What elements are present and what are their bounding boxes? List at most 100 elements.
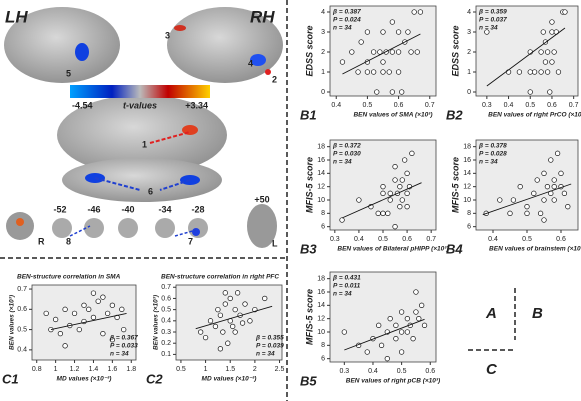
data-point [395, 49, 402, 55]
data-point [417, 9, 424, 15]
data-point [507, 210, 513, 216]
colorbar-label: t-values [123, 100, 157, 110]
data-point [549, 59, 555, 65]
y-tick-label: 2 [467, 49, 471, 56]
panel-label: B5 [300, 373, 317, 388]
data-point [540, 29, 546, 35]
y-tick-label: 18 [317, 144, 325, 151]
x-axis-label: MD values (×10⁻³) [57, 376, 112, 383]
region-number: 2 [272, 74, 277, 84]
data-point [551, 197, 557, 203]
y-tick-label: 12 [317, 184, 325, 191]
y-tick-label: 0.2 [161, 340, 171, 347]
data-point [222, 290, 228, 296]
y-tick-label: 14 [317, 170, 325, 177]
key-label: B [532, 305, 543, 322]
data-point [395, 69, 402, 75]
data-point [392, 177, 398, 183]
x-tick-label: 0.4 [504, 102, 514, 109]
data-point [421, 322, 428, 328]
data-point [376, 322, 382, 328]
data-point [404, 316, 411, 322]
stat-annotation: n = 34 [256, 351, 275, 358]
data-point [389, 19, 396, 25]
data-point [399, 89, 405, 95]
data-point [544, 49, 551, 55]
x-tick-label: 2.5 [275, 366, 285, 373]
slice-label: -52 [53, 204, 66, 214]
data-point [341, 329, 347, 335]
data-point [416, 316, 422, 322]
data-point [551, 177, 557, 183]
x-axis-label: BEN values of brainstem (×10³) [489, 246, 581, 253]
data-point [215, 306, 221, 313]
stat-annotation: P = 0.011 [333, 283, 361, 290]
orientation-label: R [38, 236, 45, 246]
y-tick-label: 14 [317, 302, 325, 309]
y-tick-label: 2 [321, 49, 325, 56]
y-tick-label: 0 [321, 89, 325, 96]
data-point [531, 69, 538, 75]
y-tick-label: 0.7 [17, 286, 27, 293]
x-tick-label: 1 [204, 366, 208, 373]
data-point [109, 337, 116, 343]
x-tick-label: 2 [253, 366, 257, 373]
data-point [419, 302, 425, 308]
y-tick-label: 0.7 [161, 284, 171, 291]
region-number: 4 [248, 58, 253, 68]
chart-title: BEN-structure correlation in SMA [17, 274, 121, 281]
stat-annotation: n = 34 [333, 25, 352, 32]
stat-annotation: n = 34 [333, 159, 352, 166]
slice-label: -34 [158, 204, 171, 214]
data-point [339, 217, 345, 223]
fit-line [50, 312, 127, 331]
x-tick-label: 0.5 [378, 236, 388, 243]
data-point [339, 59, 346, 65]
data-point [62, 343, 68, 349]
x-axis-label: BEN values of right PrCO (×10³) [488, 112, 581, 119]
fit-line [482, 183, 572, 216]
x-tick-label: 0.6 [556, 236, 566, 243]
y-tick-label: 12 [317, 316, 325, 323]
chart-title: BEN-structure correlation in right PFC [161, 274, 279, 281]
y-tick-label: 16 [463, 157, 471, 164]
x-tick-label: 0.7 [426, 236, 436, 243]
data-point [386, 69, 392, 75]
fit-line [344, 318, 425, 351]
data-point [551, 49, 557, 55]
data-point [558, 170, 564, 176]
y-tick-label: 12 [463, 184, 471, 191]
panel-label: B1 [300, 107, 317, 122]
stat-annotation: n = 34 [479, 159, 498, 166]
stat-annotation: P = 0.030 [333, 151, 361, 158]
data-point [76, 326, 82, 333]
data-point [109, 302, 116, 308]
data-point [534, 177, 540, 183]
y-tick-label: 0.5 [17, 326, 27, 333]
x-axis-label: BEN values of Bilateral pHIPP (×10³) [337, 246, 448, 253]
data-point [404, 170, 410, 176]
data-point [385, 210, 391, 216]
panel-label: B2 [446, 107, 463, 122]
fit-line [486, 27, 566, 87]
data-point [380, 69, 386, 75]
data-point [393, 336, 399, 342]
data-point [408, 49, 414, 55]
x-tick-label: 0.6 [547, 102, 557, 109]
data-point [549, 29, 555, 35]
y-axis-label: MFIS-5 score [304, 157, 314, 213]
x-tick-label: 0.8 [32, 366, 42, 373]
x-axis-label: BEN values of SMA (×10³) [353, 112, 432, 119]
x-tick-label: 1.6 [107, 366, 117, 373]
data-point [207, 318, 214, 324]
colorbar-max: +3.34 [185, 100, 208, 110]
stat-annotation: n = 34 [110, 351, 129, 358]
y-tick-label: 18 [317, 276, 325, 283]
data-point [95, 298, 101, 304]
x-tick-label: 0.6 [402, 236, 412, 243]
y-tick-label: 16 [317, 157, 325, 164]
data-point [393, 322, 399, 328]
data-point [380, 29, 386, 35]
y-axis-label: BEN values (×10³) [9, 295, 16, 350]
region-number: 1 [142, 139, 147, 149]
